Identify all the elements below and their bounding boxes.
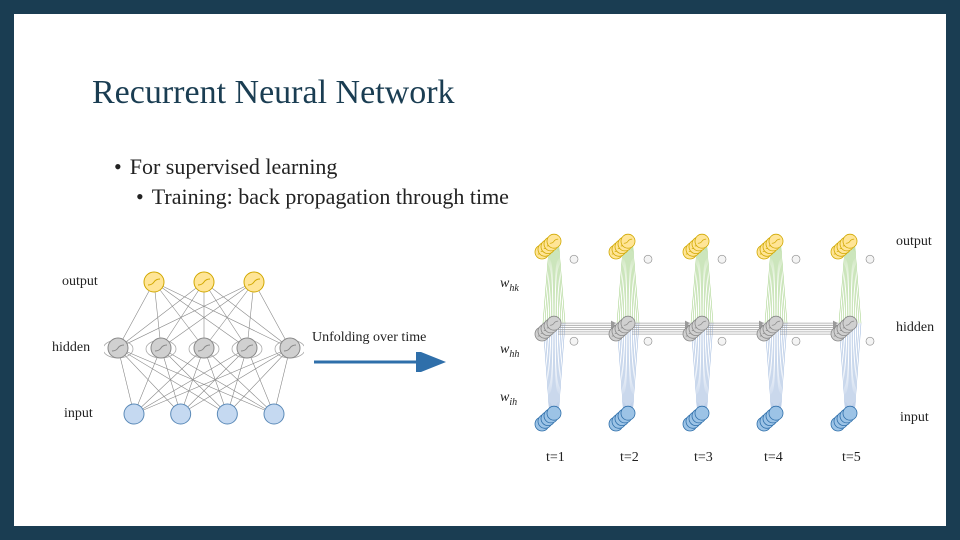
bullet-2-text: Training: back propagation through time [152,184,509,210]
page-title: Recurrent Neural Network [92,74,455,112]
label-whk: whk [500,276,519,294]
folded-rnn-diagram [104,266,304,436]
arrow-icon [312,352,452,372]
time-label-5: t=5 [842,450,861,466]
time-label-1: t=1 [546,450,565,466]
label-hidden-left: hidden [52,340,90,356]
bullet-1: • For supervised learning [114,154,509,180]
bullet-dot-icon: • [114,154,122,180]
label-unfolding: Unfolding over time [312,330,426,346]
bullet-1-text: For supervised learning [130,154,338,180]
bullet-2: • Training: back propagation through tim… [136,184,509,210]
time-label-4: t=4 [764,450,783,466]
bullet-dot-icon: • [136,184,144,210]
label-whh: whh [500,342,519,360]
label-wih: wih [500,390,517,408]
unfolded-rnn-diagram [522,224,922,454]
time-label-2: t=2 [620,450,639,466]
bullet-list: • For supervised learning • Training: ba… [114,154,509,210]
slide-frame: Recurrent Neural Network • For supervise… [0,0,960,540]
label-output-left: output [62,274,98,290]
time-label-3: t=3 [694,450,713,466]
label-input-left: input [64,406,93,422]
